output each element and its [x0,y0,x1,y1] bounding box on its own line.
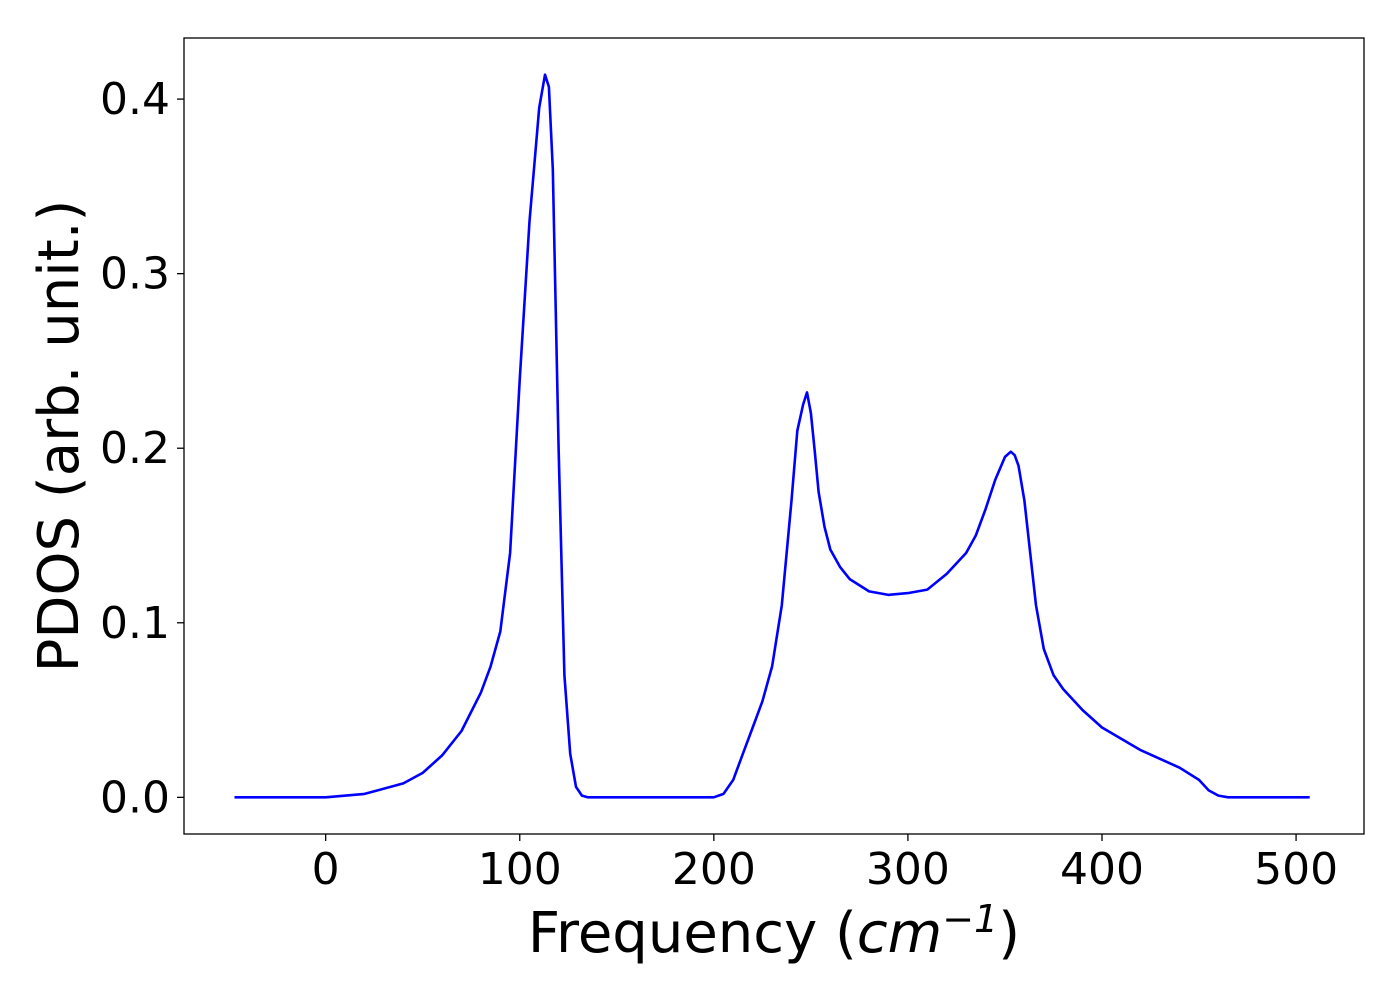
x-tick-label: 400 [1060,844,1144,895]
x-tick-label: 0 [312,844,340,895]
plot-frame [183,37,1365,835]
y-tick-label: 0.1 [100,598,170,649]
y-axis-title: PDOS (arb. unit.) [27,200,92,673]
x-tick-label: 500 [1254,844,1338,895]
x-tick-label: 100 [478,844,562,895]
x-axis-title: Frequency (cm−1) [528,897,1020,966]
y-tick-label: 0.3 [100,249,170,300]
pdos-line [234,73,1310,799]
x-tick-label: 300 [866,844,950,895]
y-tick-label: 0.0 [100,772,170,823]
plot-background [184,38,1364,834]
y-tick-label: 0.2 [100,423,170,474]
y-tick-label: 0.4 [100,74,170,125]
x-axis-ticks: 0 100 200 300 400 500 [312,834,1338,895]
x-tick-label: 200 [672,844,756,895]
y-axis-ticks: 0.0 0.1 0.2 0.3 0.4 [100,74,184,823]
